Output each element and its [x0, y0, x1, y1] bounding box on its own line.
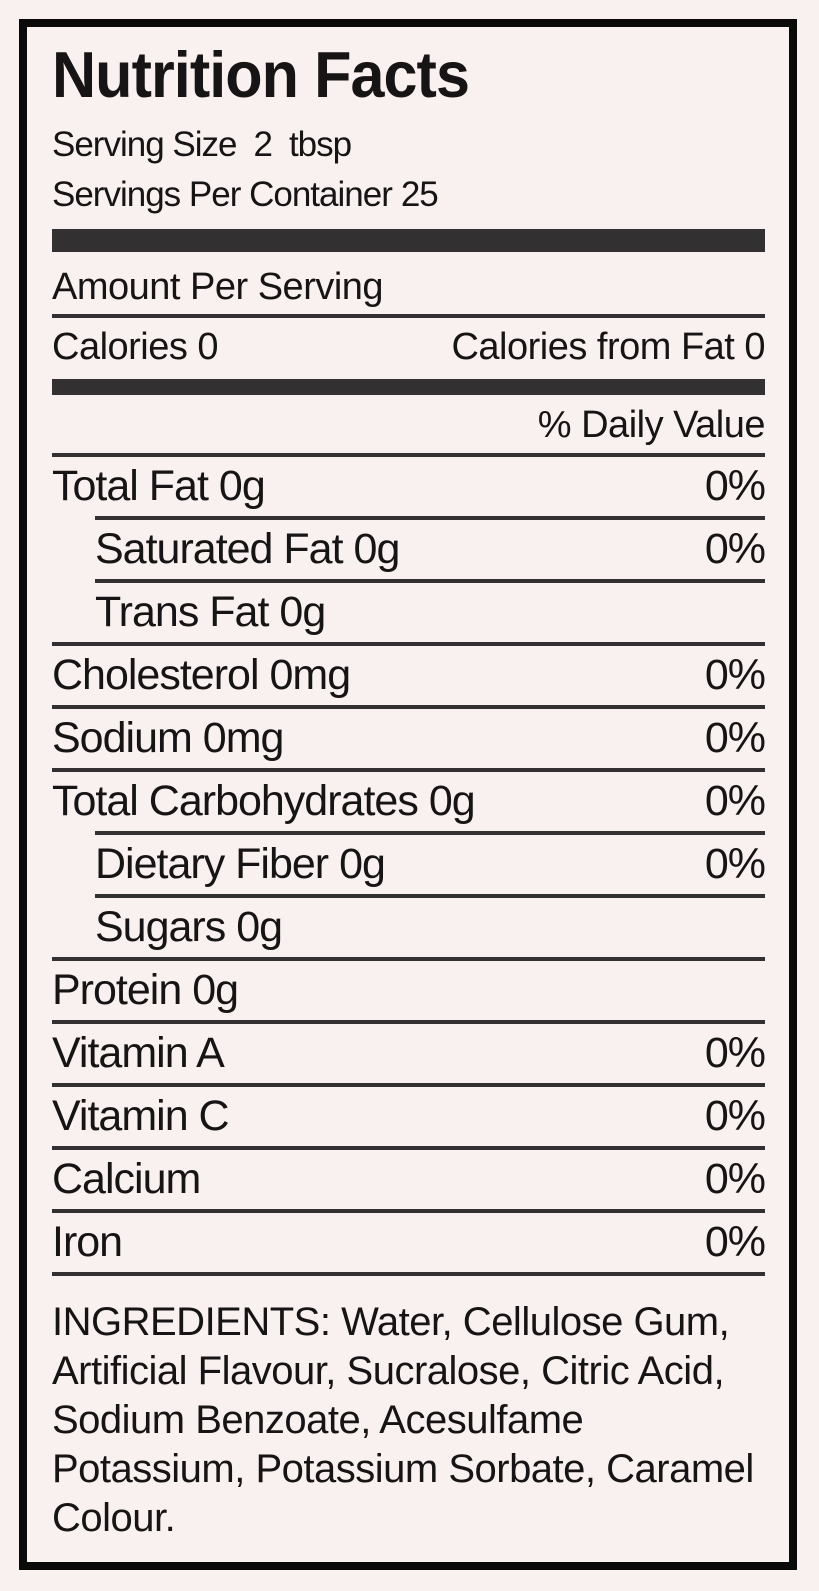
row-divider — [52, 768, 765, 772]
daily-value-header: % Daily Value — [52, 395, 766, 457]
separator-bar-top — [52, 229, 765, 252]
row-divider — [52, 1209, 765, 1213]
nutrient-amount: 0mg — [269, 651, 352, 699]
nutrient-dv: 0% — [704, 1092, 766, 1140]
nutrient-amount: 0g — [353, 525, 401, 573]
nutrient-dv: 0% — [704, 462, 766, 510]
nutrient-amount: 0g — [236, 903, 283, 951]
row-divider — [95, 516, 765, 520]
calories: Calories 0 — [52, 324, 219, 370]
nutrition-facts-label: Nutrition Facts Serving Size 2 tbsp Serv… — [19, 19, 797, 1570]
nutrient-row-vitamin-c: Vitamin C 0% — [52, 1087, 766, 1146]
nutrient-name: Trans Fat — [95, 588, 269, 636]
serving-size-unit: tbsp — [288, 125, 352, 164]
nutrient-row-calcium: Calcium 0% — [52, 1150, 766, 1209]
servings-per-container-line: Servings Per Container 25 — [52, 173, 765, 217]
nutrient-dv: 0% — [704, 1029, 766, 1077]
nutrient-dv: 0% — [704, 525, 766, 573]
calories-from-fat-value: 0 — [744, 326, 765, 368]
row-divider — [52, 1020, 765, 1024]
nutrient-name: Sugars — [95, 903, 226, 951]
servings-per-container-value: 25 — [400, 175, 439, 214]
serving-size-value: 2 — [253, 125, 272, 164]
row-divider — [95, 831, 765, 835]
nutrient-amount: 0g — [279, 588, 326, 636]
nutrient-name: Total Carbohydrates — [52, 777, 419, 825]
calories-from-fat: Calories from Fat 0 — [451, 324, 765, 370]
ingredients-text: INGREDIENTS: Water, Cellulose Gum, Artif… — [52, 1300, 754, 1540]
nutrient-dv: 0% — [704, 651, 766, 699]
row-divider — [52, 705, 765, 709]
nutrient-row-sugars: Sugars 0g — [52, 898, 765, 957]
row-divider — [95, 894, 765, 898]
nutrient-dv: 0% — [704, 714, 766, 762]
nutrient-amount: 0g — [192, 966, 239, 1014]
nutrient-row-dietary-fiber: Dietary Fiber 0g 0% — [52, 835, 766, 894]
row-divider — [52, 1272, 765, 1276]
nutrient-row-cholesterol: Cholesterol 0mg 0% — [52, 646, 766, 705]
row-divider — [52, 1083, 765, 1087]
nutrient-row-total-carbohydrates: Total Carbohydrates 0g 0% — [52, 772, 766, 831]
nutrient-dv: 0% — [704, 777, 766, 825]
nutrient-name: Calcium — [52, 1155, 201, 1203]
calories-value: 0 — [197, 326, 219, 368]
nutrient-row-saturated-fat: Saturated Fat 0g 0% — [52, 520, 766, 579]
servings-per-container-label: Servings Per Container — [52, 175, 393, 214]
nutrient-amount: 0g — [339, 840, 386, 888]
nutrient-row-trans-fat: Trans Fat 0g — [52, 583, 765, 642]
nutrient-name: Protein — [52, 966, 182, 1014]
calories-from-fat-label: Calories from Fat — [451, 326, 735, 368]
nutrient-name: Sodium — [52, 714, 193, 762]
nutrient-row-vitamin-a: Vitamin A 0% — [52, 1024, 766, 1083]
nutrient-name: Iron — [52, 1218, 123, 1266]
nutrient-name: Saturated Fat — [95, 525, 344, 573]
amount-per-serving-heading: Amount Per Serving — [52, 252, 765, 318]
nutrient-row-iron: Iron 0% — [52, 1213, 766, 1272]
separator-bar-mid — [52, 379, 765, 395]
nutrient-row-total-fat: Total Fat 0g 0% — [52, 457, 766, 516]
nutrient-name: Vitamin C — [52, 1092, 230, 1140]
nutrient-name: Vitamin A — [52, 1029, 225, 1077]
row-divider — [52, 1146, 765, 1150]
nutrient-row-sodium: Sodium 0mg 0% — [52, 709, 766, 768]
calories-label: Calories — [52, 326, 188, 368]
nutrient-row-protein: Protein 0g — [52, 961, 765, 1020]
serving-size-line: Serving Size 2 tbsp — [52, 123, 765, 167]
nutrient-dv: 0% — [704, 1218, 766, 1266]
nutrient-dv: 0% — [704, 840, 766, 888]
row-divider — [52, 642, 765, 646]
nutrient-dv: 0% — [704, 1155, 766, 1203]
serving-size-label: Serving Size — [52, 125, 237, 164]
calories-row: Calories 0 Calories from Fat 0 — [52, 318, 765, 379]
nutrient-name: Total Fat — [52, 462, 209, 510]
row-divider — [52, 957, 765, 961]
nutrient-amount: 0mg — [202, 714, 285, 762]
nutrient-amount: 0g — [218, 462, 266, 510]
nutrient-name: Cholesterol — [52, 651, 259, 699]
row-divider — [95, 579, 765, 583]
nutrient-name: Dietary Fiber — [95, 840, 329, 888]
nutrient-amount: 0g — [428, 777, 476, 825]
label-title: Nutrition Facts — [52, 38, 470, 111]
